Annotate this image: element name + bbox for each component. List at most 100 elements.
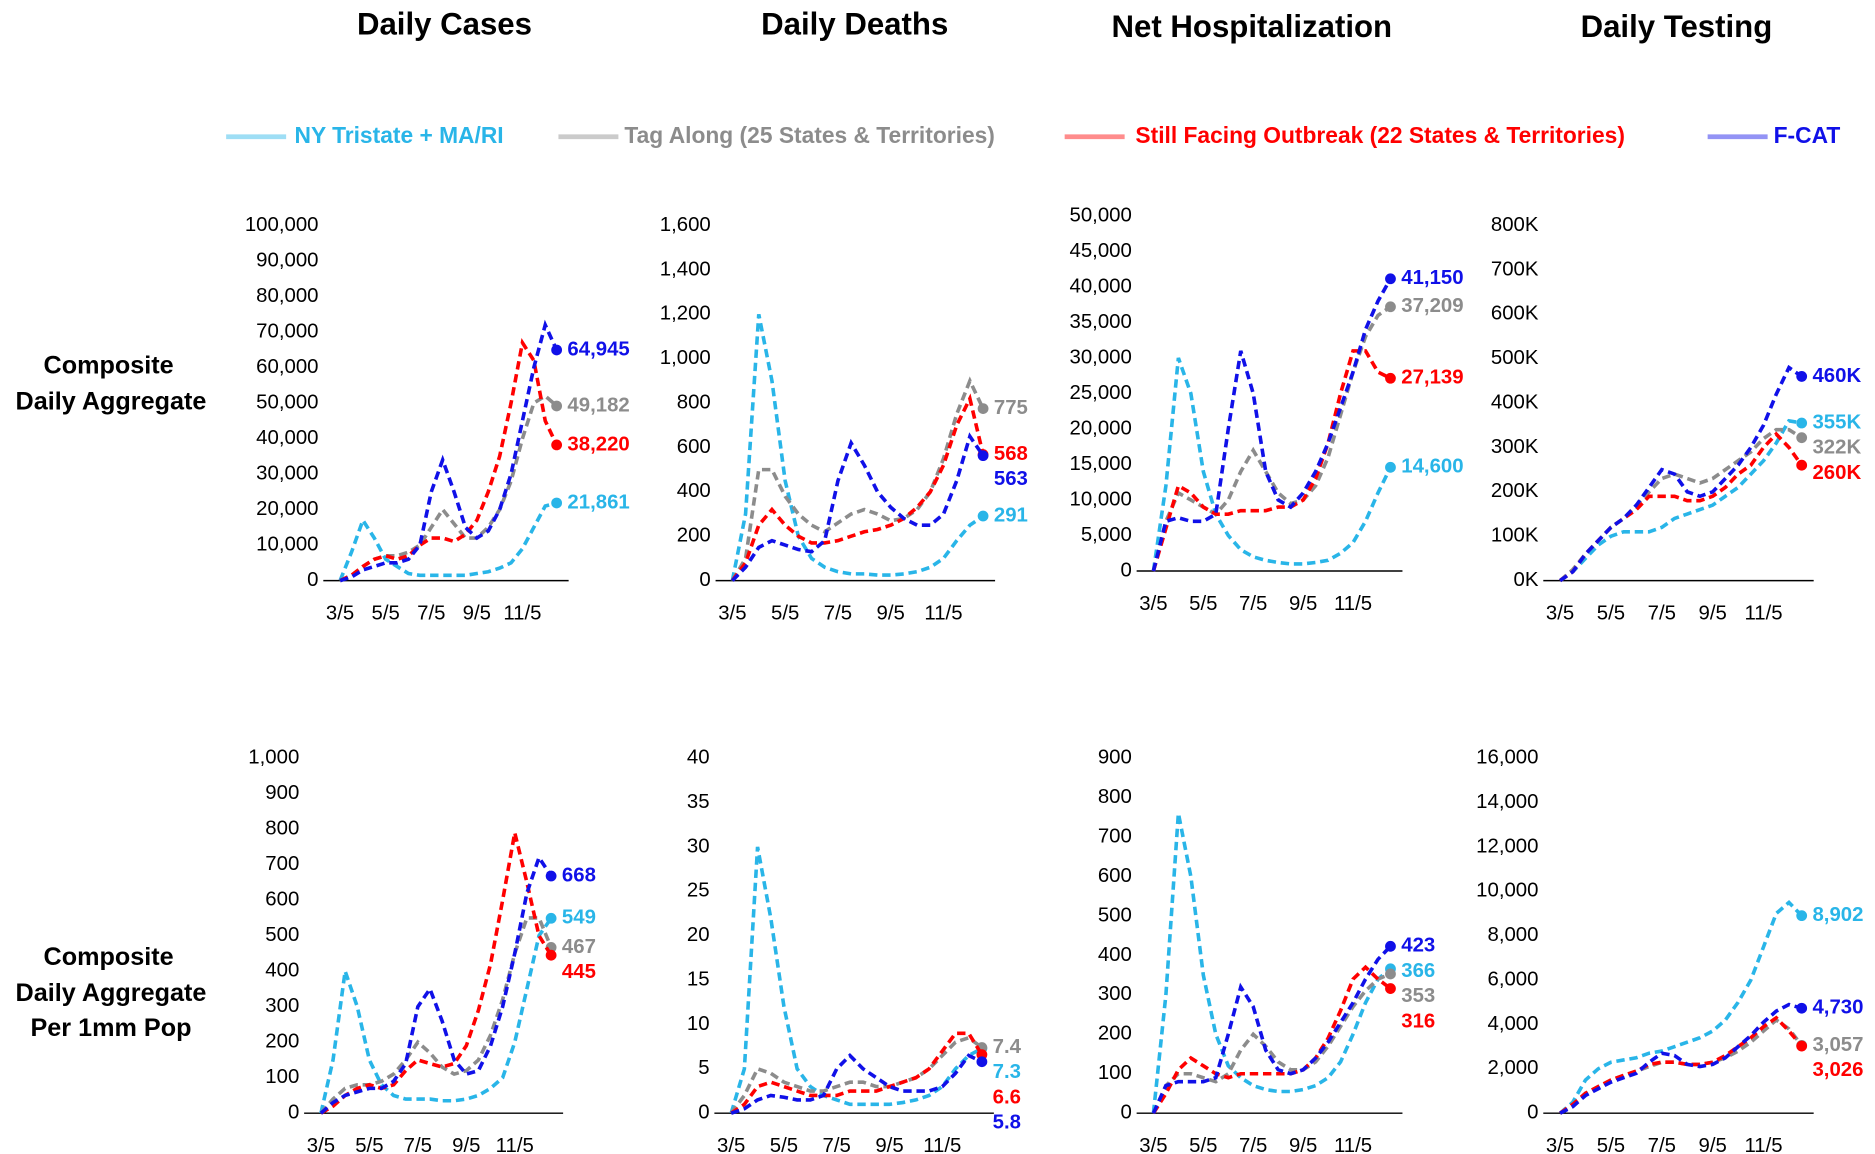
y-tick-label: 0 xyxy=(699,569,710,591)
x-tick-label: 9/5 xyxy=(1289,593,1317,615)
y-tick-label: 6,000 xyxy=(1487,968,1538,990)
series-line: Still Facing Outbreak (22 States & Terri… xyxy=(339,337,559,583)
x-tick-label: 5/5 xyxy=(1597,603,1625,625)
series-line: Still Facing Outbreak (22 States & Terri… xyxy=(1559,1015,1804,1115)
x-tick-label: 11/5 xyxy=(923,1135,961,1154)
series-line: Tag Along (25 States & Territories) xyxy=(1151,305,1392,572)
end-label: 3,057 xyxy=(1812,1034,1863,1056)
x-tick-label: 3/5 xyxy=(1139,593,1167,615)
x-tick-label: 3/5 xyxy=(1546,603,1574,625)
y-tick-label: 0 xyxy=(1120,1102,1131,1124)
series-line: F-CAT xyxy=(731,432,985,582)
x-tick-label: 7/5 xyxy=(1648,603,1676,625)
series-line: Still Facing Outbreak (22 States & Terri… xyxy=(320,832,553,1115)
y-tick-label: 35,000 xyxy=(1070,311,1132,333)
y-tick-label: 30,000 xyxy=(1070,346,1132,368)
x-tick-label: 11/5 xyxy=(1744,603,1782,625)
series-line: Tag Along (25 States & Territories) xyxy=(730,376,985,582)
series-line: NY Tristate + MA/RI xyxy=(729,846,983,1114)
end-dot xyxy=(976,1056,988,1068)
y-tick-label: 400 xyxy=(677,480,711,502)
series-line: NY Tristate + MA/RI xyxy=(1151,357,1393,572)
end-label: 568 xyxy=(994,443,1028,465)
end-label: 260K xyxy=(1812,462,1861,484)
y-tick-label: 40 xyxy=(687,747,710,769)
y-tick-label: 800 xyxy=(677,391,711,413)
end-label: 322K xyxy=(1812,437,1861,459)
y-tick-label: 4,000 xyxy=(1487,1013,1538,1035)
series-line: Still Facing Outbreak (22 States & Terri… xyxy=(1151,964,1392,1115)
y-tick-label: 100K xyxy=(1491,525,1539,547)
end-dot xyxy=(545,949,557,961)
y-tick-label: 5 xyxy=(698,1057,709,1079)
y-tick-label: 25,000 xyxy=(1070,382,1132,404)
y-tick-label: 14,000 xyxy=(1476,791,1538,813)
end-label: 38,220 xyxy=(567,433,629,455)
x-tick-label: 9/5 xyxy=(452,1135,480,1154)
x-tick-label: 9/5 xyxy=(875,1135,903,1154)
end-dot xyxy=(1385,940,1396,952)
y-tick-label: 50,000 xyxy=(256,391,318,413)
end-dot xyxy=(977,450,989,462)
y-tick-label: 0 xyxy=(698,1102,709,1124)
end-dot xyxy=(977,510,989,522)
y-tick-label: 500 xyxy=(1098,904,1132,926)
x-tick-label: 3/5 xyxy=(718,603,746,625)
y-tick-label: 90,000 xyxy=(256,249,318,271)
end-label: 423 xyxy=(1401,935,1435,957)
legend-label: F-CAT xyxy=(1774,122,1841,148)
end-dot xyxy=(1796,459,1808,471)
y-tick-label: 0K xyxy=(1514,569,1539,591)
end-dot xyxy=(551,344,563,356)
y-tick-label: 900 xyxy=(1098,747,1132,769)
x-tick-label: 7/5 xyxy=(823,1135,851,1154)
y-tick-label: 10,000 xyxy=(1070,488,1132,510)
end-label: 6.6 xyxy=(993,1086,1021,1108)
series-line: Still Facing Outbreak (22 States & Terri… xyxy=(1559,431,1804,583)
end-dot xyxy=(1796,417,1808,429)
series-line: NY Tristate + MA/RI xyxy=(319,917,553,1114)
y-tick-label: 600 xyxy=(265,889,299,911)
x-tick-label: 11/5 xyxy=(503,603,541,625)
end-label: 3,026 xyxy=(1812,1059,1863,1081)
y-tick-label: 700 xyxy=(1098,825,1132,847)
series-line: Tag Along (25 States & Territories) xyxy=(729,1035,983,1115)
x-tick-label: 3/5 xyxy=(1139,1135,1167,1154)
row-label: Per 1mm Pop xyxy=(30,1014,191,1042)
series-line: NY Tristate + MA/RI xyxy=(730,313,985,581)
y-tick-label: 12,000 xyxy=(1476,835,1538,857)
y-tick-label: 70,000 xyxy=(256,320,318,342)
end-label: 467 xyxy=(562,936,596,958)
y-tick-label: 10,000 xyxy=(1476,880,1538,902)
x-tick-label: 7/5 xyxy=(417,603,445,625)
y-tick-label: 100 xyxy=(265,1066,299,1088)
y-tick-label: 80,000 xyxy=(256,285,318,307)
end-label: 353 xyxy=(1401,985,1435,1007)
end-dot xyxy=(1385,983,1396,994)
y-tick-label: 200 xyxy=(1098,1023,1132,1045)
y-tick-label: 25 xyxy=(687,880,710,902)
y-tick-label: 15,000 xyxy=(1070,453,1132,475)
series-line: NY Tristate + MA/RI xyxy=(338,501,558,582)
y-tick-label: 10,000 xyxy=(256,533,318,555)
end-label: 4,730 xyxy=(1812,997,1863,1019)
end-label: 549 xyxy=(562,907,596,929)
x-tick-label: 5/5 xyxy=(355,1135,383,1154)
y-tick-label: 600K xyxy=(1491,303,1539,325)
end-label: 64,945 xyxy=(567,338,629,360)
end-label: 668 xyxy=(562,864,596,886)
x-tick-label: 11/5 xyxy=(496,1135,534,1154)
series-line: Tag Along (25 States & Territories) xyxy=(319,916,553,1115)
end-dot xyxy=(1385,461,1396,473)
column-title: Daily Deaths xyxy=(761,7,948,42)
y-tick-label: 20,000 xyxy=(256,498,318,520)
series-line: NY Tristate + MA/RI xyxy=(1151,812,1392,1114)
series-line: Tag Along (25 States & Territories) xyxy=(1151,972,1392,1114)
y-tick-label: 1,000 xyxy=(660,347,711,369)
x-tick-label: 7/5 xyxy=(1239,1135,1267,1154)
end-dot xyxy=(1796,910,1808,922)
end-label: 14,600 xyxy=(1401,456,1463,478)
column-title: Net Hospitalization xyxy=(1112,9,1393,44)
series-line: Tag Along (25 States & Territories) xyxy=(1558,427,1803,582)
x-tick-label: 3/5 xyxy=(717,1135,745,1154)
